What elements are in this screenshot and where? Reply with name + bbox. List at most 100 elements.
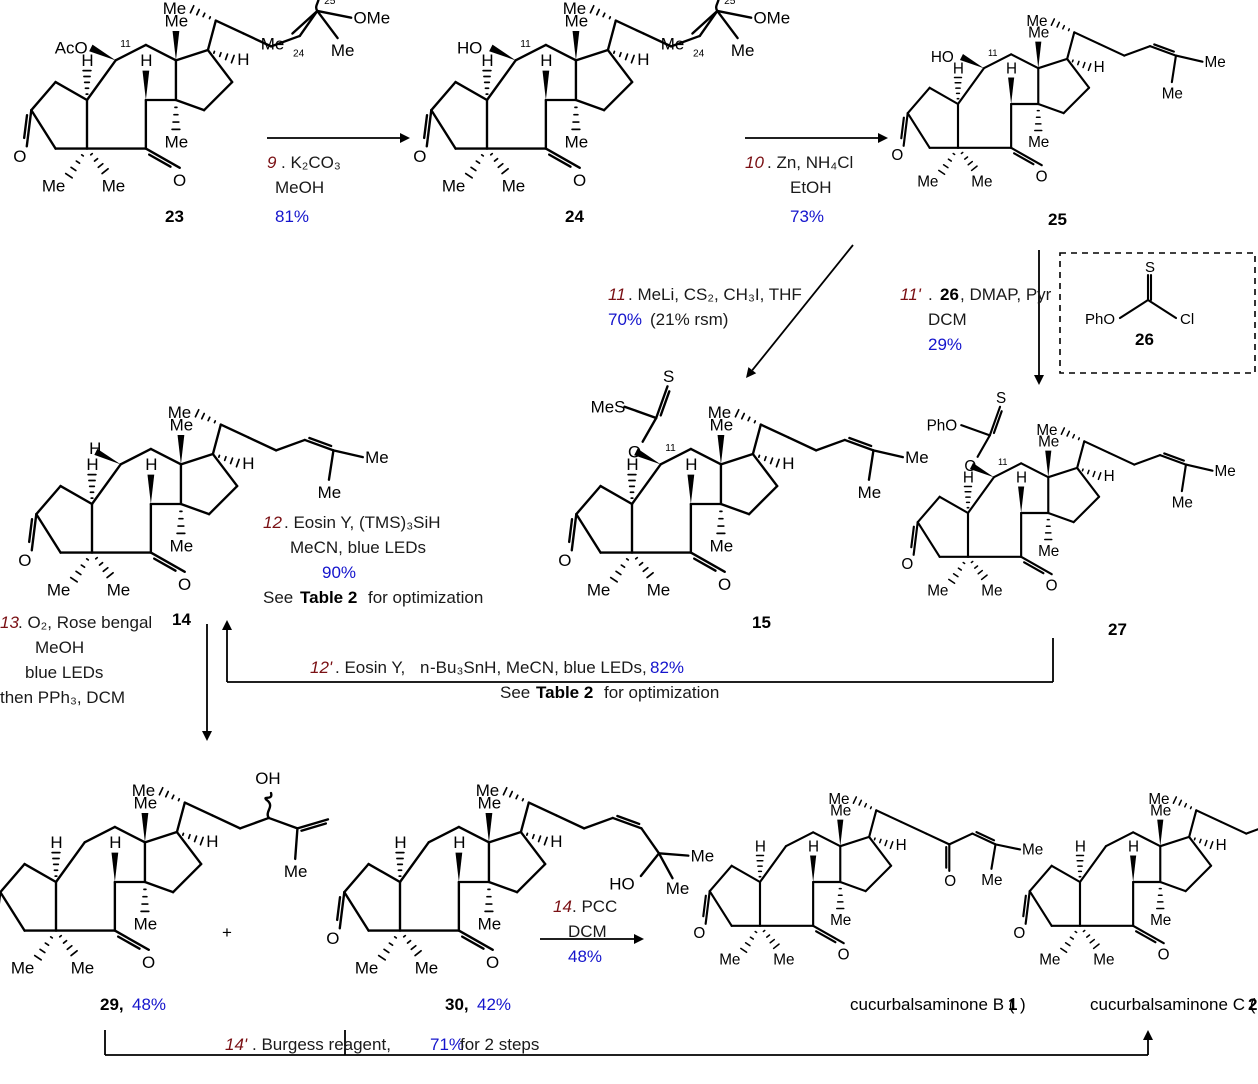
svg-text:S: S — [663, 367, 674, 386]
svg-text:S: S — [1145, 259, 1155, 276]
svg-text:24: 24 — [293, 48, 305, 59]
svg-text:O: O — [891, 147, 903, 164]
svg-text:Table 2: Table 2 — [300, 588, 357, 607]
svg-text:Me: Me — [661, 34, 685, 53]
svg-text:Table 2: Table 2 — [536, 683, 593, 702]
svg-text:70%: 70% — [608, 310, 642, 329]
svg-text:Me: Me — [773, 952, 794, 969]
svg-text:15: 15 — [752, 613, 771, 632]
svg-text:H: H — [1216, 837, 1227, 854]
svg-text:H: H — [145, 455, 157, 474]
svg-text:. Eosin Y,: . Eosin Y, — [335, 658, 405, 677]
svg-text:DCM: DCM — [928, 310, 967, 329]
svg-text:Me: Me — [132, 781, 156, 800]
svg-text:Me: Me — [261, 34, 285, 53]
svg-text:O: O — [944, 873, 956, 890]
svg-text:14: 14 — [553, 897, 572, 916]
svg-text:Me: Me — [710, 536, 734, 555]
svg-text:Me: Me — [1036, 422, 1057, 439]
svg-text:Me: Me — [927, 583, 948, 600]
svg-text:O: O — [1036, 169, 1048, 186]
svg-text:H: H — [782, 454, 794, 473]
svg-text:Me: Me — [858, 483, 882, 502]
svg-text:. O₂, Rose bengal: . O₂, Rose bengal — [18, 613, 152, 632]
svg-text:29,: 29, — [100, 995, 124, 1014]
svg-text:for optimization: for optimization — [368, 588, 483, 607]
svg-text:Me: Me — [971, 174, 992, 191]
svg-text:H: H — [237, 50, 249, 69]
svg-text:PhO: PhO — [927, 417, 958, 434]
svg-text:H: H — [1128, 838, 1139, 855]
svg-text:11: 11 — [665, 443, 676, 454]
svg-text:Me: Me — [1038, 543, 1059, 560]
svg-text:Me: Me — [47, 581, 71, 600]
svg-text:MeOH: MeOH — [35, 638, 84, 657]
svg-text:1: 1 — [1008, 995, 1017, 1014]
svg-text:Me: Me — [11, 959, 35, 978]
svg-text:H: H — [86, 455, 98, 474]
svg-text:Me: Me — [708, 403, 732, 422]
svg-text:Me: Me — [981, 872, 1002, 889]
svg-text:O: O — [178, 575, 191, 594]
svg-text:Me: Me — [415, 959, 439, 978]
svg-text:42%: 42% — [477, 995, 511, 1014]
svg-text:H: H — [755, 838, 766, 855]
svg-text:Me: Me — [442, 177, 466, 196]
svg-text:OH: OH — [255, 769, 280, 788]
svg-text:. Zn, NH₄Cl: . Zn, NH₄Cl — [767, 153, 853, 172]
svg-text:H: H — [109, 833, 121, 852]
svg-text:O: O — [1046, 578, 1058, 595]
svg-text:Me: Me — [905, 448, 929, 467]
svg-text:Me: Me — [476, 781, 500, 800]
svg-text:H: H — [394, 833, 406, 852]
svg-text:+: + — [222, 923, 232, 942]
svg-text:H: H — [1006, 60, 1017, 77]
svg-text:for 2 steps: for 2 steps — [460, 1035, 539, 1054]
svg-text:H: H — [206, 832, 218, 851]
svg-text:O: O — [486, 953, 499, 972]
svg-text:, DMAP, Pyr: , DMAP, Pyr — [960, 285, 1052, 304]
svg-text:Me: Me — [355, 959, 379, 978]
svg-text:48%: 48% — [132, 995, 166, 1014]
svg-text:Me: Me — [587, 581, 611, 600]
svg-text:11: 11 — [520, 39, 531, 50]
svg-text:blue LEDs: blue LEDs — [25, 663, 103, 682]
svg-text:See: See — [500, 683, 530, 702]
svg-text:O: O — [18, 551, 31, 570]
svg-text:82%: 82% — [650, 658, 684, 677]
svg-text:H: H — [953, 60, 964, 77]
svg-text:cucurbalsaminone C (: cucurbalsaminone C ( — [1090, 995, 1256, 1014]
svg-text:Me: Me — [719, 952, 740, 969]
svg-text:73%: 73% — [790, 207, 824, 226]
svg-text:Me: Me — [647, 581, 671, 600]
svg-text:Me: Me — [163, 0, 187, 18]
svg-text:H: H — [550, 832, 562, 851]
svg-text:. Eosin Y, (TMS)₃SiH: . Eosin Y, (TMS)₃SiH — [284, 513, 441, 532]
svg-text:Me: Me — [917, 174, 938, 191]
svg-text:Me: Me — [830, 912, 851, 929]
svg-text:2: 2 — [1248, 995, 1257, 1014]
svg-text:23: 23 — [165, 207, 184, 226]
svg-text:O: O — [413, 147, 426, 166]
svg-text:MeCN, blue LEDs: MeCN, blue LEDs — [290, 538, 426, 557]
svg-text:81%: 81% — [275, 207, 309, 226]
svg-text:(21% rsm): (21% rsm) — [650, 310, 728, 329]
svg-text:H: H — [637, 50, 649, 69]
svg-text:90%: 90% — [322, 563, 356, 582]
svg-text:Me: Me — [691, 846, 715, 865]
svg-text:.: . — [928, 285, 933, 304]
svg-text:OMe: OMe — [753, 8, 790, 27]
svg-text:. K₂CO₃: . K₂CO₃ — [281, 153, 341, 172]
svg-text:Me: Me — [565, 132, 589, 151]
svg-text:Me: Me — [1148, 791, 1169, 808]
svg-text:H: H — [685, 455, 697, 474]
svg-text:O: O — [326, 929, 339, 948]
svg-text:Me: Me — [478, 914, 502, 933]
svg-text:Me: Me — [563, 0, 587, 18]
svg-text:for optimization: for optimization — [604, 683, 719, 702]
svg-text:H: H — [81, 51, 93, 70]
svg-text:H: H — [453, 833, 465, 852]
svg-text:cucurbalsaminone B (: cucurbalsaminone B ( — [850, 995, 1015, 1014]
svg-text:H: H — [140, 51, 152, 70]
svg-text:H: H — [1075, 838, 1086, 855]
